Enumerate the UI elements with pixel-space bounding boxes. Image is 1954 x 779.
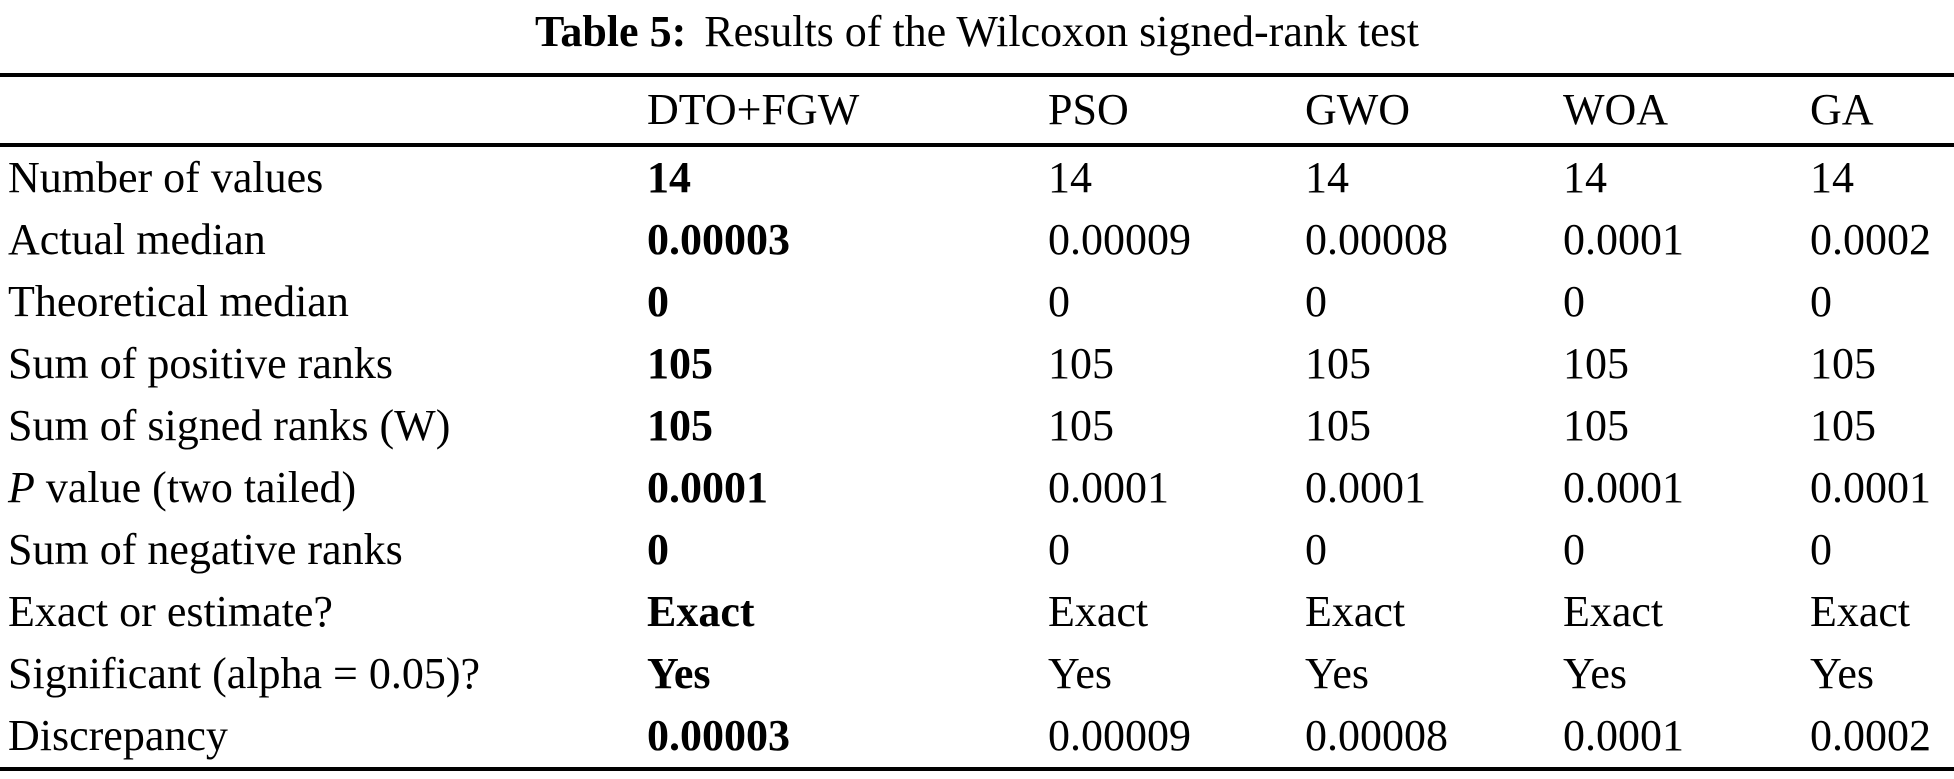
- table-caption: Table 5: Results of the Wilcoxon signed-r…: [0, 0, 1954, 73]
- cell-gwo: Yes: [1305, 649, 1370, 698]
- cell-dto-fgw: Yes: [647, 649, 711, 698]
- cell-woa: 105: [1563, 339, 1629, 388]
- table-caption-label: Table 5:: [535, 7, 687, 56]
- row-label: Sum of signed ranks (W): [8, 401, 451, 450]
- row-label-rest: value (two tailed): [34, 463, 357, 512]
- table-row-p-value-two-tailed: P value (two tailed) 0.0001 0.0001 0.0001 0.…: [0, 457, 1954, 519]
- wilcoxon-results-table: DTO+FGW PSO GWO WOA GA Number of values 14 14 1…: [0, 73, 1954, 771]
- cell-woa: 0: [1563, 525, 1585, 574]
- row-label: Significant (alpha = 0.05)?: [8, 649, 481, 698]
- cell-ga: 14: [1810, 153, 1854, 202]
- column-header-dto-fgw: DTO+FGW: [647, 73, 1048, 147]
- table-row-discrepancy: Discrepancy 0.00003 0.00009 0.00008 0.0001 0.…: [0, 705, 1954, 771]
- row-label: Number of values: [8, 153, 324, 202]
- cell-pso: 0: [1048, 525, 1070, 574]
- cell-dto-fgw: 0: [647, 277, 669, 326]
- cell-woa: Exact: [1563, 587, 1664, 636]
- table-row-significant-alpha-0-05: Significant (alpha = 0.05)? Yes Yes Yes Yes Y…: [0, 643, 1954, 705]
- column-header-woa: WOA: [1563, 73, 1810, 147]
- cell-woa: 105: [1563, 401, 1629, 450]
- cell-pso: 0.0001: [1048, 463, 1169, 512]
- row-label: Theoretical median: [8, 277, 349, 326]
- cell-gwo: 0: [1305, 525, 1327, 574]
- cell-gwo: 0: [1305, 277, 1327, 326]
- cell-ga: Exact: [1810, 587, 1911, 636]
- cell-ga: 105: [1810, 339, 1876, 388]
- cell-pso: 105: [1048, 339, 1114, 388]
- cell-pso: 0.00009: [1048, 215, 1191, 264]
- cell-gwo: 105: [1305, 339, 1371, 388]
- column-header-gwo: GWO: [1305, 73, 1563, 147]
- column-header-ga: GA: [1810, 73, 1954, 147]
- cell-ga: 105: [1810, 401, 1876, 450]
- row-label: Exact or estimate?: [8, 587, 333, 636]
- cell-gwo: 0.00008: [1305, 215, 1448, 264]
- cell-woa: 0.0001: [1563, 705, 1810, 771]
- cell-dto-fgw: 105: [647, 339, 713, 388]
- row-label: Sum of positive ranks: [8, 339, 393, 388]
- cell-pso: 105: [1048, 401, 1114, 450]
- table-row-exact-or-estimate: Exact or estimate? Exact Exact Exact Exact Ex…: [0, 581, 1954, 643]
- cell-woa: Yes: [1563, 649, 1628, 698]
- cell-pso: 14: [1048, 153, 1092, 202]
- cell-dto-fgw: 0.00003: [647, 705, 1048, 771]
- cell-pso: 0: [1048, 277, 1070, 326]
- cell-gwo: 105: [1305, 401, 1371, 450]
- table-caption-text: Results of the Wilcoxon signed-rank test: [704, 7, 1419, 56]
- row-label: Discrepancy: [0, 705, 647, 771]
- cell-ga: 0.0002: [1810, 215, 1931, 264]
- cell-dto-fgw: 0.00003: [647, 215, 790, 264]
- table-row-sum-of-signed-ranks-w: Sum of signed ranks (W) 105 105 105 105 105: [0, 395, 1954, 457]
- column-header-pso: PSO: [1048, 73, 1305, 147]
- table-row-actual-median: Actual median 0.00003 0.00009 0.00008 0.0001…: [0, 209, 1954, 271]
- row-label: Sum of negative ranks: [8, 525, 403, 574]
- table-row-number-of-values: Number of values 14 14 14 14 14: [0, 145, 1954, 209]
- cell-dto-fgw: 0: [647, 525, 669, 574]
- table-header-row: DTO+FGW PSO GWO WOA GA: [0, 73, 1954, 147]
- table-row-theoretical-median: Theoretical median 0 0 0 0 0: [0, 271, 1954, 333]
- cell-ga: 0: [1810, 525, 1832, 574]
- cell-woa: 14: [1563, 153, 1607, 202]
- cell-gwo: 14: [1305, 153, 1349, 202]
- table-body: Number of values 14 14 14 14 14 Actual median 0…: [0, 145, 1954, 771]
- cell-dto-fgw: 14: [647, 153, 691, 202]
- cell-dto-fgw: 105: [647, 401, 713, 450]
- cell-pso: Exact: [1048, 587, 1149, 636]
- cell-pso: Yes: [1048, 649, 1113, 698]
- cell-gwo: 0.00008: [1305, 705, 1563, 771]
- table-header: DTO+FGW PSO GWO WOA GA: [0, 73, 1954, 147]
- cell-dto-fgw: 0.0001: [647, 463, 768, 512]
- cell-ga: 0.0001: [1810, 463, 1931, 512]
- row-label: P value (two tailed): [0, 457, 647, 519]
- cell-dto-fgw: Exact: [647, 587, 755, 636]
- cell-pso: 0.00009: [1048, 705, 1305, 771]
- table-row-sum-of-negative-ranks: Sum of negative ranks 0 0 0 0 0: [0, 519, 1954, 581]
- cell-gwo: 0.0001: [1305, 463, 1426, 512]
- cell-woa: 0: [1563, 277, 1585, 326]
- cell-ga: Yes: [1810, 649, 1875, 698]
- cell-ga: 0.0002: [1810, 705, 1954, 771]
- row-label: Actual median: [8, 215, 266, 264]
- table-row-sum-of-positive-ranks: Sum of positive ranks 105 105 105 105 105: [0, 333, 1954, 395]
- cell-ga: 0: [1810, 277, 1832, 326]
- row-label-italic-part: P: [8, 463, 35, 512]
- column-header-row-labels: [0, 73, 647, 147]
- cell-woa: 0.0001: [1563, 463, 1684, 512]
- cell-woa: 0.0001: [1563, 215, 1684, 264]
- cell-gwo: Exact: [1305, 587, 1406, 636]
